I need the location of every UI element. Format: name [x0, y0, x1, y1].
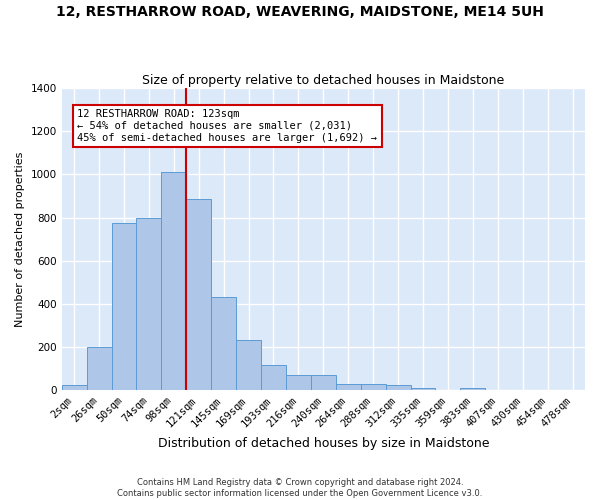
Bar — [161, 172, 186, 390]
Bar — [62, 386, 86, 390]
Bar — [236, 340, 261, 390]
Y-axis label: Number of detached properties: Number of detached properties — [15, 152, 25, 327]
Text: 12, RESTHARROW ROAD, WEAVERING, MAIDSTONE, ME14 5UH: 12, RESTHARROW ROAD, WEAVERING, MAIDSTON… — [56, 5, 544, 19]
Bar — [136, 218, 161, 390]
Bar — [361, 384, 386, 390]
Bar — [86, 347, 112, 390]
Bar — [460, 388, 485, 390]
Bar — [410, 388, 436, 390]
Title: Size of property relative to detached houses in Maidstone: Size of property relative to detached ho… — [142, 74, 505, 87]
Text: Contains HM Land Registry data © Crown copyright and database right 2024.
Contai: Contains HM Land Registry data © Crown c… — [118, 478, 482, 498]
Text: 12 RESTHARROW ROAD: 123sqm
← 54% of detached houses are smaller (2,031)
45% of s: 12 RESTHARROW ROAD: 123sqm ← 54% of deta… — [77, 110, 377, 142]
Bar — [286, 375, 311, 390]
Bar — [211, 298, 236, 390]
Bar — [311, 375, 336, 390]
Bar — [386, 386, 410, 390]
Bar — [186, 200, 211, 390]
Bar — [261, 366, 286, 390]
Bar — [336, 384, 361, 390]
X-axis label: Distribution of detached houses by size in Maidstone: Distribution of detached houses by size … — [158, 437, 489, 450]
Bar — [112, 223, 136, 390]
